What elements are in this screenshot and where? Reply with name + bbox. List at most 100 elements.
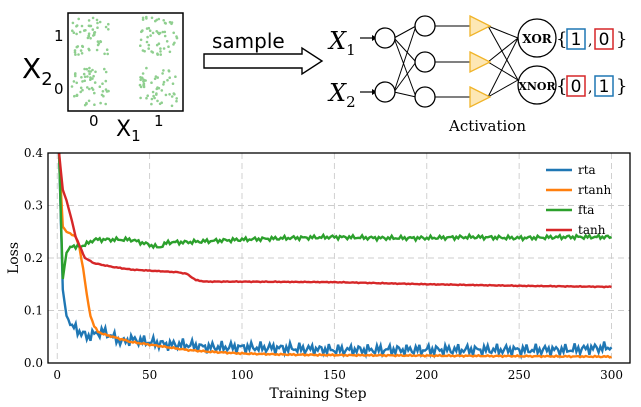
scatter-point [85, 67, 89, 71]
scatter-point [170, 95, 174, 98]
scatter-point [172, 43, 175, 46]
scatter-point [91, 28, 95, 31]
scatter-point [83, 75, 87, 79]
y-tick-label: 0.1 [24, 304, 43, 318]
activation-triangle-2-icon [469, 50, 492, 74]
x-tick-label: 200 [415, 368, 438, 382]
scatter-point [75, 24, 79, 27]
scatter-point [81, 80, 84, 83]
xor-target-value-1: 1 [571, 30, 582, 50]
series-line-tanh [57, 153, 612, 289]
scatter-point [73, 50, 77, 54]
scatter-point [150, 97, 154, 101]
y-tick-label: 0.4 [24, 146, 43, 160]
scatter-point [88, 72, 91, 76]
scatter-point [157, 32, 161, 36]
scatter-point [170, 22, 173, 26]
scatter-point [101, 82, 104, 85]
scatter-point [173, 93, 176, 96]
diagram: X2 1 0 0 1 X1 sample X1 X2 [22, 12, 627, 145]
scatter-point [86, 86, 89, 89]
xnor-target-value-2: 1 [599, 77, 610, 97]
xor-target-box-2 [594, 28, 614, 50]
scatter-point [98, 85, 102, 88]
scatter-point [87, 19, 91, 22]
scatter-point [165, 40, 169, 43]
scatter-point [139, 44, 142, 47]
scatter-point [145, 27, 149, 30]
scatter-point [77, 17, 80, 21]
scatter-point [83, 79, 86, 83]
scatter-point [156, 53, 159, 56]
scatter-point [74, 74, 77, 78]
scatter-point [87, 70, 91, 73]
scatter-point [87, 34, 90, 38]
scatter-point [80, 52, 84, 55]
scatter-point [94, 70, 97, 74]
hidden-neuron-1 [414, 15, 436, 37]
hidden-neuron-3 [414, 86, 436, 108]
scatter-point [141, 72, 145, 75]
scatter-point [104, 25, 108, 29]
scatter-y-label: X2 [22, 52, 53, 90]
legend-label-rtanh: rtanh [578, 183, 611, 197]
xor-targets: { 1 , 0 } [556, 28, 627, 50]
xnor-targets: { 0 , 1 } [556, 75, 627, 97]
scatter-point [103, 52, 106, 56]
chart-grid [48, 152, 630, 364]
scatter-point [143, 79, 146, 82]
xnor-target-box-2 [594, 75, 614, 97]
scatter-point [141, 18, 145, 21]
scatter-point [86, 75, 89, 78]
brace-close: } [616, 29, 627, 50]
brace-open: { [556, 76, 567, 97]
scatter-point [80, 76, 83, 79]
comma: , [588, 80, 592, 96]
legend-label-rta: rta [578, 163, 596, 177]
activation-label: Activation [448, 117, 526, 135]
scatter-y-tick-0: 0 [54, 80, 64, 98]
scatter-point [175, 97, 178, 100]
scatter-point [153, 77, 157, 81]
scatter-point [107, 22, 110, 26]
scatter-point [168, 50, 172, 54]
scatter-point [107, 28, 110, 31]
scatter-point [164, 22, 167, 25]
network-diagram: X1 X2 [327, 14, 627, 135]
scatter-point [97, 42, 101, 45]
scatter-point [73, 49, 77, 52]
input-neuron-1 [374, 27, 396, 49]
output-neuron-xnor [517, 65, 557, 105]
scatter-frame [67, 12, 184, 112]
scatter-point [139, 96, 142, 100]
scatter-point [172, 31, 175, 35]
xnor-target-box-1 [566, 75, 586, 97]
x-tick-label: 100 [231, 368, 254, 382]
input-neuron-2 [374, 81, 396, 103]
xor-target-box-1 [566, 28, 586, 50]
scatter-point [91, 77, 94, 80]
y-tick-label: 0.0 [24, 356, 43, 370]
scatter-point [83, 103, 87, 107]
scatter-point [104, 79, 108, 83]
scatter-point [150, 102, 153, 106]
scatter-point [167, 45, 170, 48]
scatter-point [74, 72, 77, 75]
scatter-point [145, 96, 148, 100]
scatter-point [88, 66, 91, 70]
brace-close: } [616, 76, 627, 97]
scatter-point [83, 67, 86, 71]
legend-label-tanh: tanh [578, 223, 606, 237]
scatter-point [160, 89, 164, 92]
input-x1-label: X1 [327, 27, 356, 59]
input-x2-label: X2 [327, 79, 356, 111]
scatter-point [150, 50, 153, 53]
x-axis-label: Training Step [269, 386, 366, 402]
output-xnor-label: XNOR [518, 80, 556, 93]
scatter-point [159, 47, 162, 50]
scatter-point [89, 70, 92, 73]
network-connections [393, 25, 519, 98]
y-tick-labels: 0.0 0.1 0.2 0.3 0.4 [24, 146, 43, 370]
series-lines [57, 153, 613, 360]
scatter-point [139, 85, 143, 89]
